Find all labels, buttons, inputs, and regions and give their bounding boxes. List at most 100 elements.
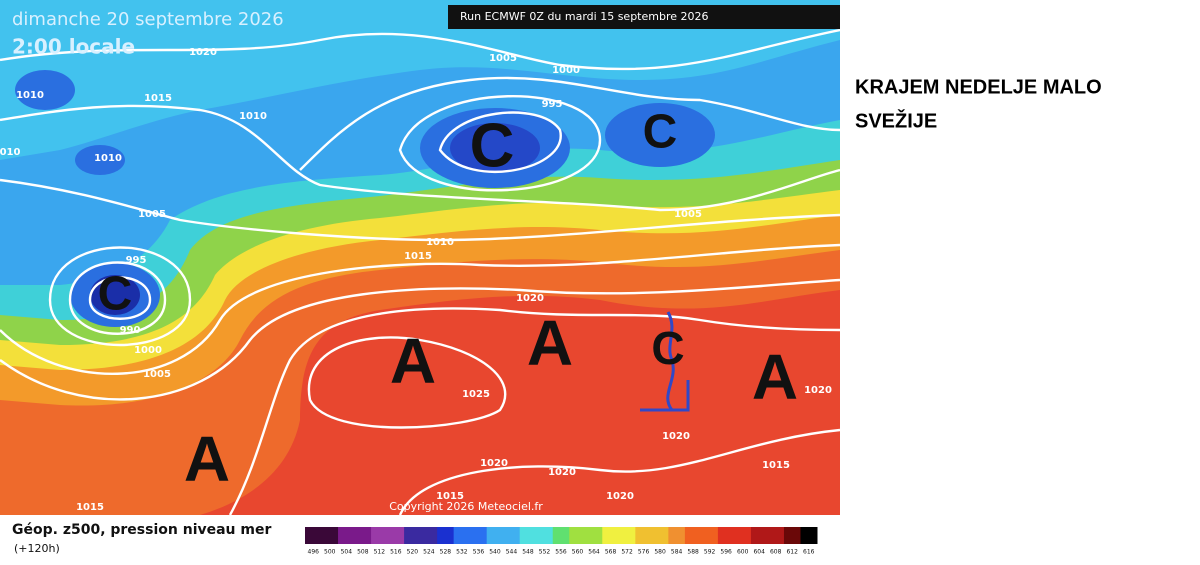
colorbar-label: 572 [621, 549, 633, 556]
colorbar-swatch [684, 527, 702, 544]
colorbar-swatch [453, 527, 471, 544]
isobar-label: 1010 [239, 111, 267, 122]
colorbar-swatch [585, 527, 603, 544]
isobar [68, 261, 167, 335]
isobars [0, 28, 840, 515]
isobar [307, 336, 507, 429]
pressure-systems: C C C C A A A A [98, 106, 798, 495]
colorbar-label: 548 [522, 549, 534, 556]
colorbar-label: 540 [489, 549, 501, 556]
isobar-label: 995 [126, 255, 147, 266]
heading-line: KRAJEM NEDELJE MALO [855, 76, 1102, 98]
colorbar-label: 496 [308, 549, 320, 556]
isobar [0, 104, 840, 212]
colorbar-label: 564 [588, 549, 600, 556]
isobar-label: 1020 [480, 458, 508, 469]
colorbar-label: 588 [687, 549, 699, 556]
colorbar-label: 544 [506, 549, 518, 556]
colorbar-swatch [420, 527, 438, 544]
colorbar-swatch [305, 527, 323, 544]
isobar-label: 1020 [606, 491, 634, 502]
colorbar-swatch [437, 527, 455, 544]
heading-line: SVEŽIJE [855, 108, 937, 132]
low-area [605, 103, 715, 167]
colorbar-swatch [338, 527, 356, 544]
isobar-label: 1010 [94, 153, 122, 164]
colorbar-label: 520 [407, 549, 419, 556]
isobar [48, 246, 192, 347]
isobar-label: 1005 [489, 53, 517, 64]
colorbar-swatch [387, 527, 405, 544]
colorbar-label: 528 [440, 549, 452, 556]
isobar-label: 1020 [548, 467, 576, 478]
colorbar-swatch [783, 527, 801, 544]
colorbar-label: 556 [555, 549, 567, 556]
hand-drawn-mark [640, 311, 690, 412]
isobar-label: 1000 [134, 345, 162, 356]
colorbar-swatch [767, 527, 785, 544]
isobar-label: 1020 [516, 293, 544, 304]
isobar [398, 428, 840, 515]
isobar [438, 111, 562, 173]
isobar [228, 307, 840, 515]
isobar-label: 990 [120, 325, 141, 336]
isobar [0, 178, 840, 242]
colorbar-swatch [734, 527, 752, 544]
colorbar-label: 516 [390, 549, 402, 556]
isobar-label: 1010 [426, 237, 454, 248]
isobar-label: 1025 [462, 389, 490, 400]
map-date: dimanche 20 septembre 2026 [12, 9, 284, 30]
colorbar-label: 584 [671, 549, 683, 556]
isobar [0, 28, 840, 71]
colorbar-swatch [552, 527, 570, 544]
colorbar-swatch [486, 527, 504, 544]
colorbar-swatch [371, 527, 389, 544]
lead-time: (+120h) [14, 542, 60, 555]
map-time: 2:00 locale [12, 35, 135, 59]
colorbar-label: 600 [737, 549, 749, 556]
colorbar-label: 500 [324, 549, 336, 556]
colorbar-swatch [701, 527, 719, 544]
isobar-label: 1020 [662, 431, 690, 442]
colorbar-swatch [404, 527, 422, 544]
high-symbol: A [752, 341, 798, 413]
isobar-label: 1005 [138, 209, 166, 220]
colorbar-swatch [321, 527, 339, 544]
colorbar-label: 552 [539, 549, 551, 556]
colorbar-swatch [668, 527, 686, 544]
low-area [450, 123, 540, 173]
isobar-label: 1015 [144, 93, 172, 104]
run-label: Run ECMWF 0Z du mardi 15 septembre 2026 [460, 10, 709, 23]
colorbar-label: 532 [456, 549, 468, 556]
colorbar-label: 576 [638, 549, 650, 556]
colorbar-swatch [536, 527, 554, 544]
colorbar-swatch [470, 527, 488, 544]
isobar-label: 1015 [762, 460, 790, 471]
isobar-label: 1000 [552, 65, 580, 76]
high-symbol: A [527, 307, 573, 379]
colorbar-label: 512 [374, 549, 386, 556]
low-symbol: C [470, 111, 515, 180]
colorbar-swatch [354, 527, 372, 544]
colorbar-swatch [635, 527, 653, 544]
run-box [448, 5, 840, 29]
weather-map: 1020 1005 1000 1010 1015 1010 995 010 10… [0, 0, 840, 515]
isobar-label: 1020 [189, 47, 217, 58]
colorbar-label: 612 [786, 549, 798, 556]
isobar-label: 1015 [404, 251, 432, 262]
isobar-label: 010 [0, 147, 20, 158]
low-area [15, 70, 75, 110]
isobar [299, 76, 840, 171]
colorbar-label: 580 [654, 549, 666, 556]
low-symbol: C [98, 268, 133, 321]
isobar [0, 278, 840, 401]
colorbar-swatch [750, 527, 768, 544]
colorbar-swatch [503, 527, 521, 544]
colorbar-label: 508 [357, 549, 369, 556]
colorbar-label: 608 [770, 549, 782, 556]
band [0, 0, 840, 160]
isobar [0, 243, 840, 376]
colorbar-swatch [569, 527, 587, 544]
isobar-labels: 1020 1005 1000 1010 1015 1010 995 010 10… [0, 47, 832, 513]
isobar-label: 1015 [76, 502, 104, 513]
